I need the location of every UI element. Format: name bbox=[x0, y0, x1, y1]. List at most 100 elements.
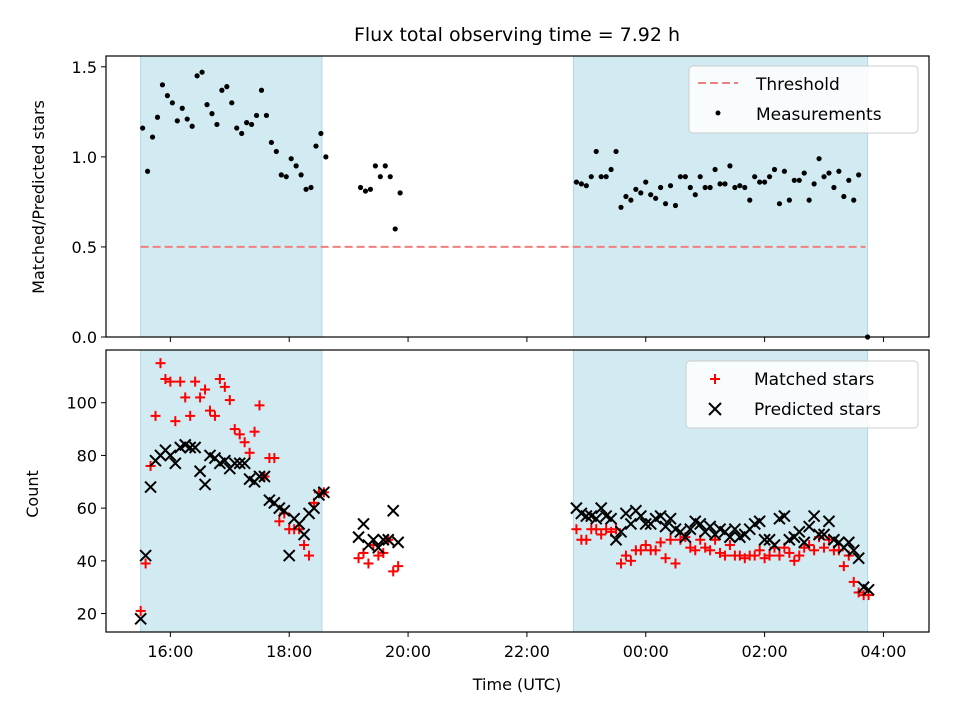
matched-star-point bbox=[789, 555, 800, 566]
measurement-point bbox=[154, 114, 161, 120]
measurement-point bbox=[224, 84, 230, 90]
legend-predicted-label: Predicted stars bbox=[754, 400, 881, 420]
predicted-star-point bbox=[367, 533, 380, 546]
measurement-point bbox=[608, 166, 614, 173]
matched-star-point bbox=[135, 605, 146, 616]
measurement-point bbox=[397, 190, 403, 196]
measurement-point bbox=[846, 177, 852, 183]
predicted-star-point bbox=[391, 536, 405, 549]
predicted-star-point bbox=[723, 530, 737, 544]
measurement-point bbox=[298, 172, 304, 178]
measurement-point bbox=[836, 168, 842, 174]
measurement-point bbox=[189, 123, 195, 129]
measurement-point bbox=[801, 170, 807, 176]
measurement-point bbox=[283, 174, 289, 180]
predicted-star-point bbox=[822, 515, 836, 528]
predicted-star-point bbox=[283, 549, 296, 562]
matched-star-point bbox=[224, 395, 235, 406]
measurement-point bbox=[662, 201, 669, 207]
measurement-point bbox=[697, 174, 703, 180]
measurement-point bbox=[588, 174, 594, 180]
measurement-point bbox=[633, 186, 639, 192]
predicted-star-point bbox=[169, 457, 182, 470]
measurement-point bbox=[323, 154, 329, 160]
measurement-point bbox=[722, 181, 728, 187]
matched-star-point bbox=[640, 540, 651, 551]
measurement-point bbox=[194, 73, 200, 79]
predicted-star-point bbox=[842, 536, 855, 549]
predicted-star-point bbox=[812, 528, 826, 541]
predicted-star-point bbox=[798, 536, 811, 549]
legend-matched-swatch bbox=[710, 374, 720, 384]
predicted-star-point bbox=[807, 509, 821, 523]
x-tick-label: 02:00 bbox=[742, 642, 788, 661]
measurement-point bbox=[603, 174, 609, 180]
measurement-point bbox=[219, 87, 225, 93]
predicted-star-point bbox=[659, 520, 672, 533]
predicted-star-point bbox=[624, 517, 638, 531]
matched-star-point bbox=[625, 555, 636, 566]
predicted-star-point bbox=[372, 541, 385, 554]
measurement-point bbox=[712, 166, 718, 173]
ratio-y-tick-label: 0.0 bbox=[72, 328, 97, 347]
matched-star-point bbox=[353, 553, 364, 564]
measurement-point bbox=[387, 174, 393, 180]
predicted-star-point bbox=[852, 551, 865, 565]
measurement-point bbox=[303, 186, 309, 192]
matched-star-point bbox=[581, 534, 592, 545]
x-axis-label: Time (UTC) bbox=[472, 675, 561, 694]
measurement-point bbox=[781, 168, 788, 174]
count-y-tick-label: 80 bbox=[77, 446, 97, 465]
measurement-point bbox=[613, 148, 619, 155]
predicted-star-point bbox=[382, 533, 395, 546]
count-y-tick-label: 20 bbox=[77, 605, 97, 624]
measurement-point bbox=[598, 174, 604, 180]
measurement-point bbox=[672, 202, 679, 209]
measurement-point bbox=[757, 179, 763, 185]
measurement-point bbox=[831, 184, 837, 191]
matched-star-point bbox=[190, 376, 201, 387]
measurement-point bbox=[791, 177, 797, 183]
measurement-point bbox=[648, 192, 654, 198]
measurement-point bbox=[140, 125, 146, 131]
measurement-point bbox=[174, 118, 180, 124]
measurement-point bbox=[144, 168, 151, 174]
predicted-star-point bbox=[580, 509, 593, 523]
matched-star-point bbox=[393, 561, 404, 572]
predicted-star-point bbox=[684, 523, 697, 536]
matched-star-point bbox=[185, 410, 196, 421]
measurement-point bbox=[273, 148, 279, 155]
predicted-star-point bbox=[134, 612, 147, 626]
matched-star-point bbox=[774, 550, 785, 561]
measurement-point bbox=[179, 105, 185, 111]
predicted-star-point bbox=[802, 520, 816, 533]
measurement-point bbox=[658, 184, 664, 191]
measurement-point bbox=[372, 163, 378, 169]
matched-star-point bbox=[254, 400, 265, 411]
predicted-star-point bbox=[639, 517, 652, 531]
x-tick-label: 00:00 bbox=[623, 642, 669, 661]
matched-star-point bbox=[229, 424, 240, 435]
predicted-star-point bbox=[297, 528, 311, 541]
matched-star-point bbox=[710, 534, 721, 545]
observing-span bbox=[140, 349, 323, 633]
measurement-point bbox=[653, 195, 659, 201]
measurement-point bbox=[677, 174, 684, 180]
matched-star-point bbox=[195, 392, 206, 403]
matched-star-point bbox=[635, 545, 646, 556]
legend-matched-label: Matched stars bbox=[754, 370, 874, 390]
measurement-point bbox=[687, 184, 693, 191]
measurement-point bbox=[638, 190, 644, 196]
measurement-point bbox=[169, 100, 175, 106]
predicted-star-point bbox=[634, 509, 648, 523]
measurement-point bbox=[826, 170, 832, 176]
legend-threshold-label: Threshold bbox=[755, 75, 840, 95]
measurement-point bbox=[727, 163, 733, 169]
matched-star-point bbox=[204, 405, 215, 416]
predicted-star-point bbox=[753, 515, 766, 528]
matched-star-point bbox=[809, 545, 820, 556]
matched-star-point bbox=[690, 545, 701, 556]
measurement-point bbox=[821, 174, 827, 180]
measurement-point bbox=[702, 184, 708, 191]
measurement-point bbox=[796, 177, 802, 183]
